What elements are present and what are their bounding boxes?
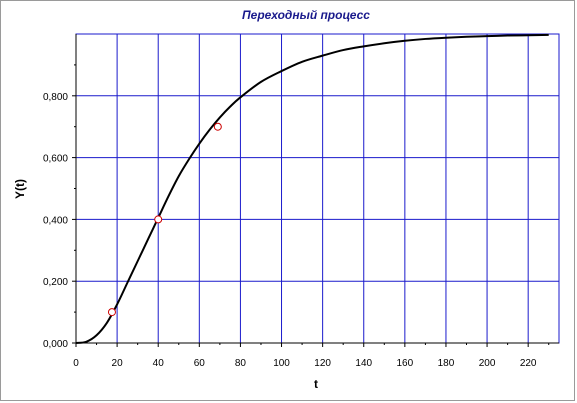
y-tick-label: 0,800 bbox=[43, 92, 68, 103]
series-line bbox=[75, 33, 549, 344]
x-tick-label: 120 bbox=[314, 358, 331, 369]
x-tick-label: 180 bbox=[438, 358, 455, 369]
x-tick-label: 60 bbox=[194, 358, 206, 369]
x-tick-label: 160 bbox=[397, 358, 414, 369]
x-tick-label: 100 bbox=[273, 358, 290, 369]
grid-lines bbox=[76, 34, 559, 343]
axis-ticks: 0 20 40 60 80 100 120 140 160 180 200 220 0,000 0,200… bbox=[43, 34, 559, 369]
marker-layer bbox=[107, 122, 222, 317]
x-tick-label: 0 bbox=[73, 358, 79, 369]
x-tick-label: 220 bbox=[520, 358, 537, 369]
x-tick-label: 20 bbox=[112, 358, 124, 369]
data-point-marker bbox=[107, 308, 116, 317]
data-point-marker bbox=[154, 215, 163, 224]
x-tick-label: 200 bbox=[479, 358, 496, 369]
y-axis-label: Y(t) bbox=[13, 179, 27, 199]
x-tick-label: 80 bbox=[235, 358, 247, 369]
x-tick-label: 140 bbox=[355, 358, 372, 369]
data-point-marker bbox=[213, 122, 222, 131]
y-tick-label: 0,000 bbox=[43, 339, 68, 350]
y-tick-label: 0,600 bbox=[43, 154, 68, 165]
x-axis-label: t bbox=[314, 377, 318, 391]
plot-border bbox=[75, 33, 560, 344]
series-layer bbox=[75, 33, 549, 344]
y-tick-label: 0,200 bbox=[43, 277, 68, 288]
x-tick-label: 40 bbox=[153, 358, 165, 369]
chart-title: Переходный процесс bbox=[242, 8, 370, 22]
y-tick-label: 0,400 bbox=[43, 215, 68, 226]
